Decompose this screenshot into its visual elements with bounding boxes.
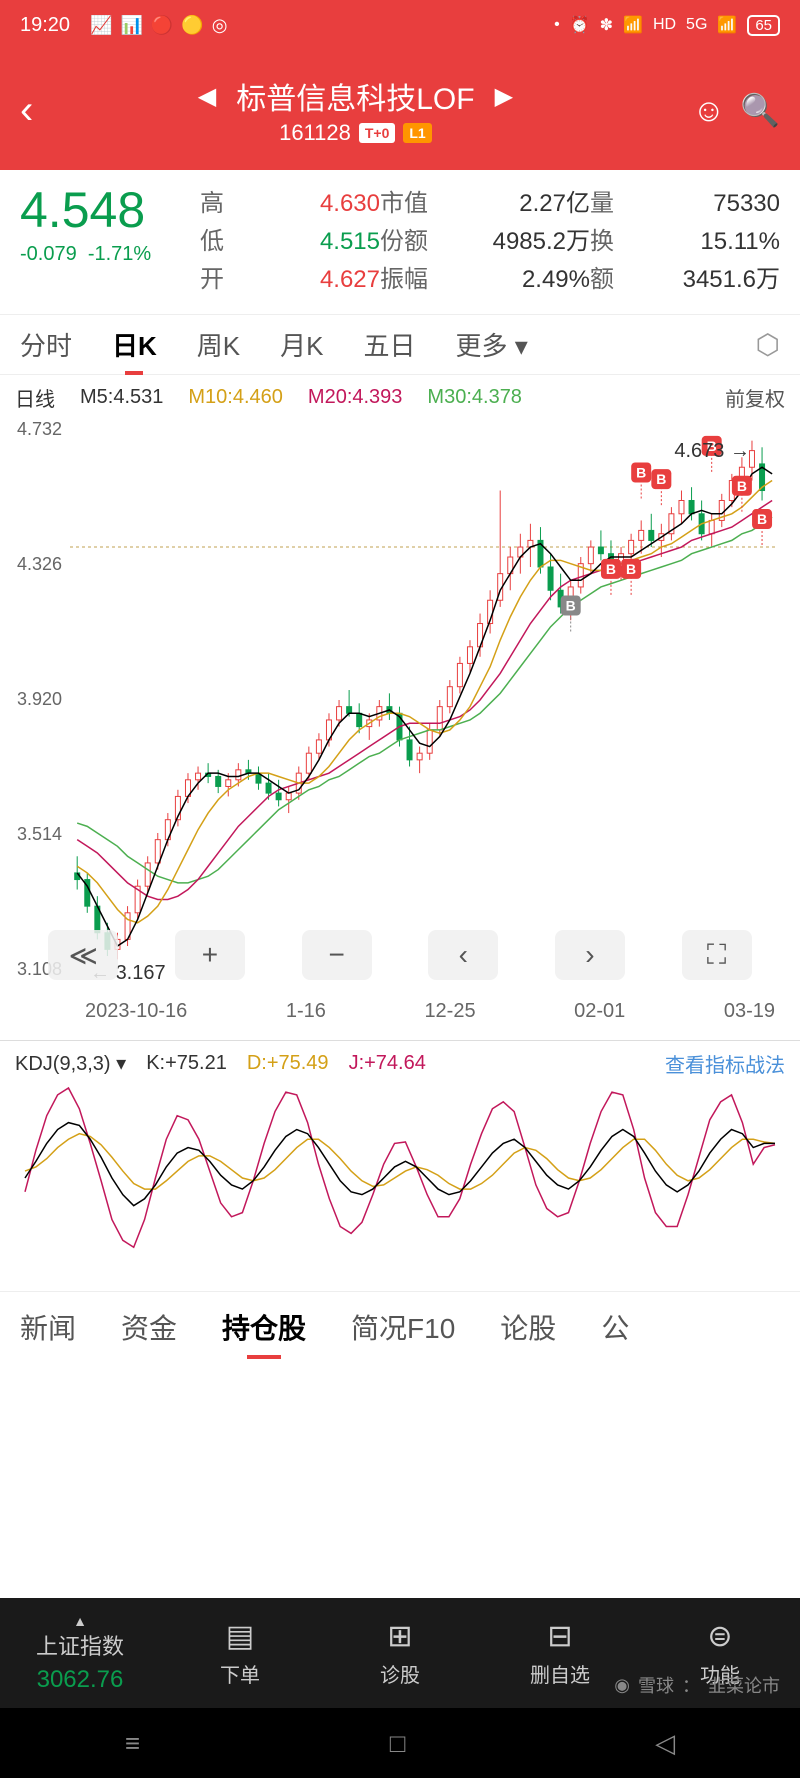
svg-text:B: B [636,464,646,480]
svg-text:B: B [737,478,747,494]
high-value: 4.630 [260,185,380,223]
kdj-d-value: D:+75.49 [247,1052,329,1075]
kdj-k-value: K:+75.21 [146,1052,227,1075]
zoom-in-button[interactable]: + [175,930,245,980]
index-display[interactable]: ▲ 上证指数 3062.76 [0,1613,160,1694]
low-value: 4.515 [260,223,380,261]
status-app-icons: 📈📊🔴🟡◎ [90,15,227,36]
info-tabs: 新闻 资金 持仓股 简况F10 论股 公 [0,1291,800,1361]
tab-funds[interactable]: 资金 [121,1307,177,1347]
last-price-label: 4.673 → [674,440,750,463]
kdj-j-value: J:+74.64 [349,1052,426,1075]
kdj-strategy-link[interactable]: 查看指标战法 [665,1049,785,1078]
chart-controls: ≪ + − ‹ › ⛶ [0,930,800,980]
badge-t0: T+0 [359,123,396,143]
ma5-value: M5:4.531 [80,386,163,409]
quote-grid: 高4.630 市值2.27亿 量75330 低4.515 份额4985.2万 换… [200,185,780,299]
tab-5day[interactable]: 五日 [363,326,415,363]
fullscreen-button[interactable]: ⛶ [682,930,752,980]
tab-monthly[interactable]: 月K [280,326,323,363]
badge-l1: L1 [403,123,431,143]
svg-text:B: B [656,471,666,487]
nav-home-button[interactable]: □ [390,1728,406,1759]
amount-value: 3451.6万 [640,261,780,299]
svg-text:4.326: 4.326 [17,554,62,574]
open-value: 4.627 [260,261,380,299]
candlestick-chart[interactable]: 4.7324.3263.9203.5143.108BBBBBBBB 4.673 … [0,420,800,1040]
tab-daily[interactable]: 日K [112,326,157,363]
wifi-icon: 📶 [623,15,643,35]
tab-more[interactable]: 更多 ▾ [456,326,528,363]
system-nav-bar: ≡ □ ◁ [0,1708,800,1778]
fuquan-label[interactable]: 前复权 [725,383,785,412]
svg-text:B: B [757,511,767,527]
scroll-right-button[interactable]: › [555,930,625,980]
kdj-label[interactable]: KDJ(9,3,3) ▾ [15,1051,126,1076]
scroll-left-button[interactable]: ‹ [428,930,498,980]
svg-text:3.514: 3.514 [17,824,62,844]
next-stock-button[interactable]: ▶ [495,82,513,111]
robot-icon[interactable]: ☺ [692,92,725,129]
prev-stock-button[interactable]: ◀ [198,82,216,111]
tab-holdings[interactable]: 持仓股 [222,1307,306,1347]
back-button[interactable]: ‹ [20,88,33,133]
tab-discuss[interactable]: 论股 [500,1307,556,1347]
zoom-out-button[interactable]: − [302,930,372,980]
header: ‹ ◀ 标普信息科技LOF ▶ 161128 T+0 L1 ☺ 🔍 [0,50,800,170]
watermark: ◉雪球：韭菜论市 [614,1672,780,1698]
nav-back-button[interactable]: ◁ [655,1728,675,1759]
price-change: -0.079 -1.71% [20,243,200,266]
order-button[interactable]: ▤下单 [160,1619,320,1688]
quote-panel: 4.548 -0.079 -1.71% 高4.630 市值2.27亿 量7533… [0,170,800,315]
svg-text:B: B [606,561,616,577]
svg-text:4.732: 4.732 [17,420,62,439]
search-icon[interactable]: 🔍 [740,91,780,129]
tab-realtime[interactable]: 分时 [20,326,72,363]
tab-weekly[interactable]: 周K [197,326,240,363]
ma30-value: M30:4.378 [427,386,522,409]
svg-text:B: B [626,561,636,577]
tab-news[interactable]: 新闻 [20,1307,76,1347]
diagnose-button[interactable]: ⊞诊股 [320,1619,480,1688]
ma20-value: M20:4.393 [308,386,403,409]
stock-title: 标普信息科技LOF [236,74,474,118]
chart-svg: 4.7324.3263.9203.5143.108BBBBBBBB [15,420,785,990]
ma10-value: M10:4.460 [188,386,283,409]
alarm-icon: ⏰ [570,15,590,35]
kdj-chart-svg [15,1078,785,1278]
current-price: 4.548 [20,185,200,235]
svg-text:3.920: 3.920 [17,689,62,709]
x-axis: 2023-10-161-1612-2502-0103-19 [15,995,785,1023]
marketcap-value: 2.27亿 [450,185,590,223]
tab-more-info[interactable]: 公 [601,1307,629,1347]
amplitude-value: 2.49% [450,261,590,299]
svg-text:B: B [566,597,576,613]
scroll-left-fast-button[interactable]: ≪ [48,930,118,980]
bluetooth-icon: ✽ [600,15,613,35]
kdj-panel: KDJ(9,3,3) ▾ K:+75.21 D:+75.49 J:+74.64 … [0,1040,800,1291]
status-bar: 19:20 📈📊🔴🟡◎ •⏰✽📶HD5G📶 65 [0,0,800,50]
timeframe-tabs: 分时 日K 周K 月K 五日 更多 ▾ ⬡ [0,315,800,375]
status-time: 19:20 [20,14,70,37]
stock-code: 161128 [279,120,351,146]
volume-value: 75330 [640,185,780,223]
status-right: •⏰✽📶HD5G📶 65 [554,15,780,36]
battery-indicator: 65 [747,15,780,36]
tab-f10[interactable]: 简况F10 [351,1307,455,1347]
ma-indicators: 日线 M5:4.531 M10:4.460 M20:4.393 M30:4.37… [0,375,800,420]
share-value: 4985.2万 [450,223,590,261]
settings-icon[interactable]: ⬡ [756,328,780,361]
turnover-value: 15.11% [640,223,780,261]
nav-recent-button[interactable]: ≡ [125,1728,140,1759]
